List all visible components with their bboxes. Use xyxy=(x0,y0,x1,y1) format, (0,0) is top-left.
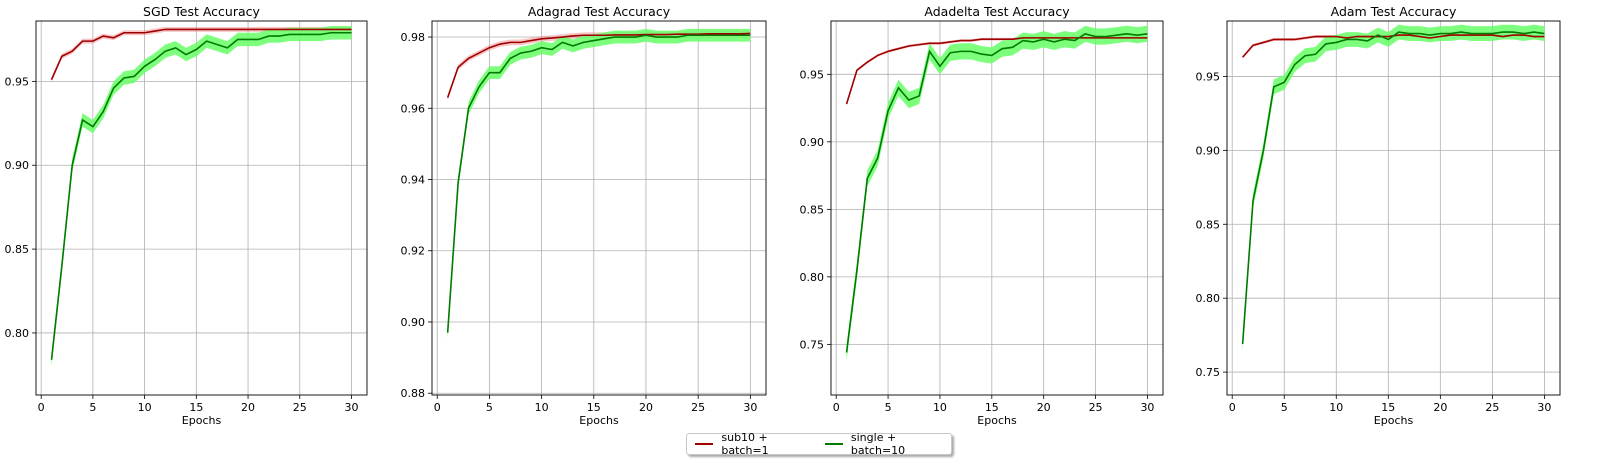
x-tick-label: 30 xyxy=(1537,401,1551,414)
y-tick-label: 0.88 xyxy=(401,387,426,400)
x-tick-label: 10 xyxy=(933,401,947,414)
chart-title: Adagrad Test Accuracy xyxy=(528,4,671,19)
x-tick-label: 5 xyxy=(885,401,892,414)
legend-item-sub10: sub10 + batch=1 xyxy=(695,431,803,457)
legend-item-single: single + batch=10 xyxy=(824,431,937,457)
chart-title: SGD Test Accuracy xyxy=(143,4,260,19)
x-tick-label: 15 xyxy=(1381,401,1395,414)
plot-frame xyxy=(830,20,1164,396)
plot-frame xyxy=(35,20,368,396)
x-tick-label: 30 xyxy=(743,401,757,414)
chart-panel-2: 0 5 10 15 20 25 30 0.75 0.80 0.85 0.90 0.95 Adadelta… xyxy=(800,4,1164,427)
plot-frame xyxy=(431,20,767,396)
y-tick-label: 0.90 xyxy=(5,159,30,172)
legend-swatch-sub10 xyxy=(695,443,714,445)
series-line-single xyxy=(50,31,352,360)
series-line-single xyxy=(1241,31,1545,345)
x-axis-label: Epochs xyxy=(579,414,619,427)
y-tick-label: 0.85 xyxy=(5,243,30,256)
y-tick-label: 0.85 xyxy=(800,203,825,216)
legend-label-sub10: sub10 + batch=1 xyxy=(721,431,769,457)
x-tick-label: 25 xyxy=(293,401,307,414)
band-single xyxy=(51,26,352,367)
x-axis-label: Epochs xyxy=(1374,414,1414,427)
x-tick-label: 0 xyxy=(833,401,840,414)
x-tick-label: 0 xyxy=(38,401,45,414)
x-tick-label: 10 xyxy=(535,401,549,414)
y-tick-label: 0.75 xyxy=(1196,366,1221,379)
y-tick-label: 0.98 xyxy=(401,31,426,44)
x-tick-label: 25 xyxy=(1485,401,1499,414)
x-tick-label: 15 xyxy=(189,401,203,414)
chart-panel-3: 0 5 10 15 20 25 30 0.75 0.80 0.85 0.90 0.95 Adam Tes… xyxy=(1196,4,1561,427)
x-axis-label: Epochs xyxy=(182,414,222,427)
chart-title: Adam Test Accuracy xyxy=(1331,4,1457,19)
y-tick-label: 0.92 xyxy=(401,245,426,258)
y-tick-label: 0.90 xyxy=(1196,144,1221,157)
legend: sub10 + batch=1 single + batch=10 xyxy=(686,431,952,457)
chart-panel-0: 0 5 10 15 20 25 30 0.80 0.85 0.90 0.95 SGD Test Acc… xyxy=(5,4,368,427)
x-tick-label: 10 xyxy=(1329,401,1343,414)
x-tick-label: 0 xyxy=(1229,401,1236,414)
y-tick-label: 0.95 xyxy=(800,68,825,81)
x-tick-label: 20 xyxy=(639,401,653,414)
x-axis-label: Epochs xyxy=(977,414,1017,427)
series-line-sub10 xyxy=(446,32,751,98)
x-tick-label: 15 xyxy=(985,401,999,414)
band-single xyxy=(1242,24,1545,352)
x-tick-label: 20 xyxy=(1433,401,1447,414)
x-tick-label: 20 xyxy=(241,401,255,414)
band-single xyxy=(447,28,751,340)
x-tick-label: 0 xyxy=(434,401,441,414)
series-line-sub10 xyxy=(845,37,1148,105)
x-tick-label: 30 xyxy=(344,401,358,414)
y-tick-label: 0.80 xyxy=(5,327,30,340)
plot-frame xyxy=(1226,20,1561,396)
y-tick-label: 0.95 xyxy=(5,75,30,88)
y-tick-label: 0.80 xyxy=(1196,292,1221,305)
y-tick-label: 0.90 xyxy=(800,136,825,149)
y-tick-label: 0.90 xyxy=(401,316,426,329)
series-line-single xyxy=(446,34,751,333)
x-tick-label: 10 xyxy=(138,401,152,414)
x-tick-label: 5 xyxy=(1281,401,1288,414)
legend-label-single: single + batch=10 xyxy=(850,431,906,457)
band-single xyxy=(846,25,1148,361)
series-line-single xyxy=(845,32,1148,353)
series-line-sub10 xyxy=(50,28,352,81)
x-tick-label: 25 xyxy=(691,401,705,414)
x-tick-label: 30 xyxy=(1140,401,1154,414)
chart-title: Adadelta Test Accuracy xyxy=(924,4,1070,19)
y-tick-label: 0.95 xyxy=(1196,70,1221,83)
y-tick-label: 0.80 xyxy=(800,271,825,284)
y-tick-label: 0.85 xyxy=(1196,218,1221,231)
y-tick-label: 0.75 xyxy=(800,338,825,351)
x-tick-label: 5 xyxy=(486,401,493,414)
y-tick-label: 0.94 xyxy=(401,174,426,187)
chart-panel-1: 0 5 10 15 20 25 30 0.88 0.90 0.92 0.94 0.96 0.98 Adag… xyxy=(401,4,767,427)
legend-swatch-single xyxy=(824,443,843,445)
x-tick-label: 25 xyxy=(1089,401,1103,414)
x-tick-label: 5 xyxy=(89,401,96,414)
x-tick-label: 20 xyxy=(1037,401,1051,414)
x-tick-label: 15 xyxy=(587,401,601,414)
y-tick-label: 0.96 xyxy=(401,102,426,115)
